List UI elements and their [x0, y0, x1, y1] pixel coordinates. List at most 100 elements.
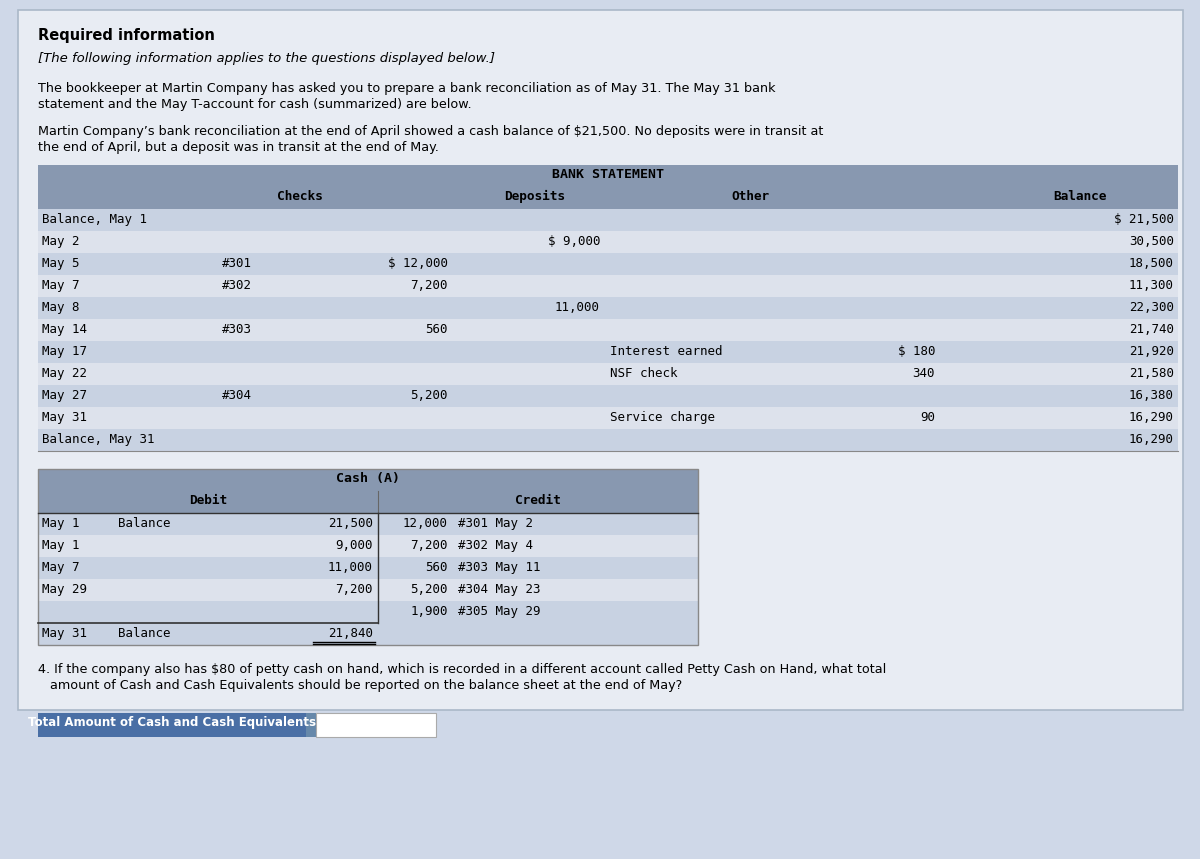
- Text: #304 May 23: #304 May 23: [458, 583, 540, 596]
- Bar: [38, 187, 1178, 209]
- Text: $ 12,000: $ 12,000: [388, 257, 448, 270]
- Text: May 1: May 1: [42, 517, 79, 530]
- Bar: [38, 363, 1178, 385]
- Bar: [38, 713, 306, 737]
- Text: 21,740: 21,740: [1129, 323, 1174, 336]
- Text: Balance: Balance: [118, 517, 170, 530]
- Text: May 31: May 31: [42, 411, 88, 424]
- Text: 7,200: 7,200: [410, 539, 448, 552]
- Text: #301: #301: [222, 257, 252, 270]
- Text: #303: #303: [222, 323, 252, 336]
- Bar: [306, 713, 316, 737]
- Bar: [18, 10, 1183, 710]
- Bar: [38, 557, 698, 579]
- Text: Balance, May 31: Balance, May 31: [42, 433, 155, 446]
- Text: 340: 340: [912, 367, 935, 380]
- Bar: [38, 469, 698, 645]
- Text: Checks: Checks: [277, 190, 323, 203]
- Text: Martin Company’s bank reconciliation at the end of April showed a cash balance o: Martin Company’s bank reconciliation at …: [38, 125, 823, 138]
- Bar: [316, 713, 436, 737]
- Bar: [38, 469, 698, 491]
- Bar: [38, 275, 1178, 297]
- Text: 11,000: 11,000: [554, 301, 600, 314]
- Text: 21,840: 21,840: [328, 627, 373, 640]
- Text: #301 May 2: #301 May 2: [458, 517, 533, 530]
- Text: #302: #302: [222, 279, 252, 292]
- Bar: [38, 491, 698, 513]
- Text: 11,300: 11,300: [1129, 279, 1174, 292]
- Bar: [38, 601, 698, 623]
- Text: Total Amount of Cash and Cash Equivalents: Total Amount of Cash and Cash Equivalent…: [28, 716, 316, 729]
- Text: #304: #304: [222, 389, 252, 402]
- Text: Cash (A): Cash (A): [336, 472, 400, 485]
- Bar: [38, 623, 698, 645]
- Bar: [38, 341, 1178, 363]
- Bar: [38, 165, 1178, 187]
- Text: The bookkeeper at Martin Company has asked you to prepare a bank reconciliation : The bookkeeper at Martin Company has ask…: [38, 82, 775, 95]
- Bar: [38, 385, 1178, 407]
- Text: May 5: May 5: [42, 257, 79, 270]
- Text: 22,300: 22,300: [1129, 301, 1174, 314]
- Text: NSF check: NSF check: [610, 367, 678, 380]
- Text: 7,200: 7,200: [336, 583, 373, 596]
- Bar: [38, 297, 1178, 319]
- Bar: [38, 407, 1178, 429]
- Text: 5,200: 5,200: [410, 389, 448, 402]
- Text: May 27: May 27: [42, 389, 88, 402]
- Text: 9,000: 9,000: [336, 539, 373, 552]
- Text: [The following information applies to the questions displayed below.]: [The following information applies to th…: [38, 52, 496, 65]
- Text: Interest earned: Interest earned: [610, 345, 722, 358]
- Text: $ 9,000: $ 9,000: [547, 235, 600, 248]
- Text: 21,920: 21,920: [1129, 345, 1174, 358]
- Text: amount of Cash and Cash Equivalents should be reported on the balance sheet at t: amount of Cash and Cash Equivalents shou…: [38, 679, 683, 692]
- Text: Balance: Balance: [1054, 190, 1106, 203]
- Text: 18,500: 18,500: [1129, 257, 1174, 270]
- Text: BANK STATEMENT: BANK STATEMENT: [552, 168, 664, 181]
- Bar: [38, 429, 1178, 451]
- Bar: [38, 535, 698, 557]
- Text: $ 180: $ 180: [898, 345, 935, 358]
- Text: Required information: Required information: [38, 28, 215, 43]
- Text: the end of April, but a deposit was in transit at the end of May.: the end of April, but a deposit was in t…: [38, 141, 439, 154]
- Text: 21,580: 21,580: [1129, 367, 1174, 380]
- Text: #305 May 29: #305 May 29: [458, 605, 540, 618]
- Text: May 17: May 17: [42, 345, 88, 358]
- Text: Credit: Credit: [515, 494, 560, 507]
- Text: #303 May 11: #303 May 11: [458, 561, 540, 574]
- Text: 16,380: 16,380: [1129, 389, 1174, 402]
- Text: May 1: May 1: [42, 539, 79, 552]
- Text: 1,900: 1,900: [410, 605, 448, 618]
- Text: #302 May 4: #302 May 4: [458, 539, 533, 552]
- Text: 11,000: 11,000: [328, 561, 373, 574]
- Text: 5,200: 5,200: [410, 583, 448, 596]
- Text: statement and the May T-account for cash (summarized) are below.: statement and the May T-account for cash…: [38, 98, 472, 111]
- Text: May 31: May 31: [42, 627, 88, 640]
- Bar: [38, 319, 1178, 341]
- Text: 16,290: 16,290: [1129, 411, 1174, 424]
- Bar: [38, 253, 1178, 275]
- Text: Deposits: Deposits: [504, 190, 565, 203]
- Text: Balance: Balance: [118, 627, 170, 640]
- Text: May 2: May 2: [42, 235, 79, 248]
- Text: 560: 560: [426, 323, 448, 336]
- Text: Debit: Debit: [188, 494, 227, 507]
- Text: Service charge: Service charge: [610, 411, 715, 424]
- Text: 21,500: 21,500: [328, 517, 373, 530]
- Text: 560: 560: [426, 561, 448, 574]
- Text: Balance, May 1: Balance, May 1: [42, 213, 148, 226]
- Text: 7,200: 7,200: [410, 279, 448, 292]
- Text: $ 21,500: $ 21,500: [1114, 213, 1174, 226]
- Bar: [38, 513, 698, 535]
- Text: 30,500: 30,500: [1129, 235, 1174, 248]
- Text: May 7: May 7: [42, 561, 79, 574]
- Text: 4. If the company also has $80 of petty cash on hand, which is recorded in a dif: 4. If the company also has $80 of petty …: [38, 663, 887, 676]
- Text: 12,000: 12,000: [403, 517, 448, 530]
- Bar: [38, 231, 1178, 253]
- Bar: [38, 209, 1178, 231]
- Text: May 8: May 8: [42, 301, 79, 314]
- Text: May 14: May 14: [42, 323, 88, 336]
- Text: 90: 90: [920, 411, 935, 424]
- Text: May 7: May 7: [42, 279, 79, 292]
- Text: May 22: May 22: [42, 367, 88, 380]
- Text: 16,290: 16,290: [1129, 433, 1174, 446]
